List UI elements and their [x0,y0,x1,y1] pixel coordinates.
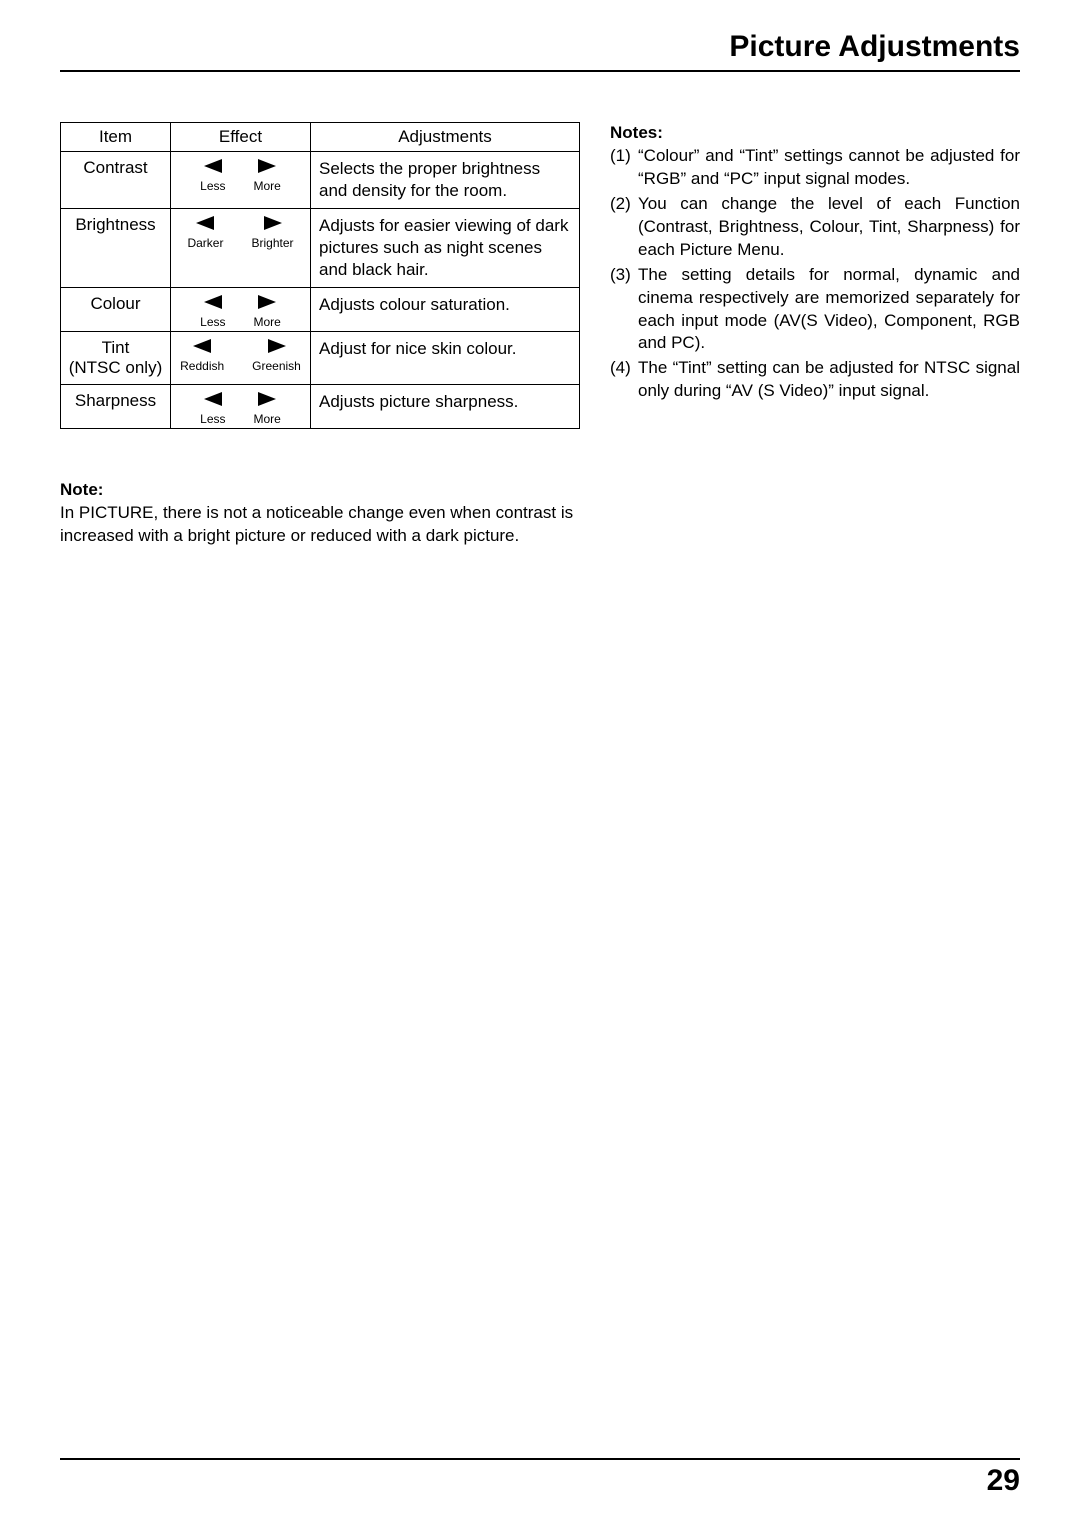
th-adjustments: Adjustments [311,123,580,152]
table-row: Tint(NTSC only) Reddish Greenish Adjust … [61,332,580,385]
page-footer: 29 [60,1458,1020,1498]
notes-column: Notes: (1) “Colour” and “Tint” settings c… [610,122,1020,548]
cell-description: Adjusts colour saturation. [311,288,580,332]
notes-item: (3) The setting details for normal, dynam… [610,264,1020,356]
arrow-right-icon [258,391,276,411]
page-title: Picture Adjustments [60,30,1020,64]
th-effect: Effect [171,123,311,152]
bottom-note: Note: In PICTURE, there is not a noticea… [60,479,580,548]
title-bar: Picture Adjustments [60,30,1020,72]
effect-right-label: More [254,412,281,426]
notes-item: (1) “Colour” and “Tint” settings cannot b… [610,145,1020,191]
notes-item: (2) You can change the level of each Func… [610,193,1020,262]
notes-item-text: You can change the level of each Functio… [638,194,1020,259]
notes-item-number: (2) [610,193,631,216]
cell-item: Sharpness [61,385,171,429]
arrow-right-icon [258,294,276,314]
page-number: 29 [987,1464,1020,1497]
cell-description: Adjust for nice skin colour. [311,332,580,385]
effect-left-label: Darker [187,236,223,250]
arrow-right-icon [268,338,286,358]
cell-item: Colour [61,288,171,332]
effect-right-label: More [254,315,281,329]
notes-item-text: “Colour” and “Tint” settings cannot be a… [638,146,1020,188]
cell-item: Contrast [61,152,171,209]
effect-left-label: Less [200,412,225,426]
arrow-left-icon [204,391,222,411]
note-body: In PICTURE, there is not a noticeable ch… [60,502,580,548]
cell-description: Adjusts picture sharpness. [311,385,580,429]
arrow-left-icon [204,158,222,178]
effect-left-label: Less [200,315,225,329]
cell-effect: Less More [171,152,311,209]
effect-right-label: More [254,179,281,193]
cell-effect: Less More [171,288,311,332]
effect-left-label: Reddish [180,359,224,373]
table-row: Brightness Darker Brighter Adjusts for e… [61,209,580,288]
notes-item-number: (3) [610,264,631,287]
table-row: Contrast Less More Selects the proper br… [61,152,580,209]
cell-description: Adjusts for easier viewing of dark pictu… [311,209,580,288]
arrow-left-icon [196,215,214,235]
cell-effect: Less More [171,385,311,429]
cell-effect: Darker Brighter [171,209,311,288]
cell-item: Tint(NTSC only) [61,332,171,385]
arrow-right-icon [264,215,282,235]
notes-item: (4) The “Tint” setting can be adjusted fo… [610,357,1020,403]
cell-description: Selects the proper brightness and densit… [311,152,580,209]
notes-heading: Notes: [610,122,1020,145]
th-item: Item [61,123,171,152]
notes-item-text: The “Tint” setting can be adjusted for N… [638,358,1020,400]
adjustments-table: Item Effect Adjustments Contrast Less Mo… [60,122,580,429]
note-heading: Note: [60,479,580,502]
cell-effect: Reddish Greenish [171,332,311,385]
table-row: Colour Less More Adjusts colour saturati… [61,288,580,332]
table-row: Sharpness Less More Adjusts picture shar… [61,385,580,429]
notes-item-text: The setting details for normal, dynamic … [638,265,1020,353]
notes-item-number: (1) [610,145,631,168]
notes-item-number: (4) [610,357,631,380]
arrow-left-icon [193,338,211,358]
arrow-right-icon [258,158,276,178]
effect-right-label: Greenish [252,359,301,373]
cell-item: Brightness [61,209,171,288]
arrow-left-icon [204,294,222,314]
effect-right-label: Brighter [251,236,293,250]
effect-left-label: Less [200,179,225,193]
